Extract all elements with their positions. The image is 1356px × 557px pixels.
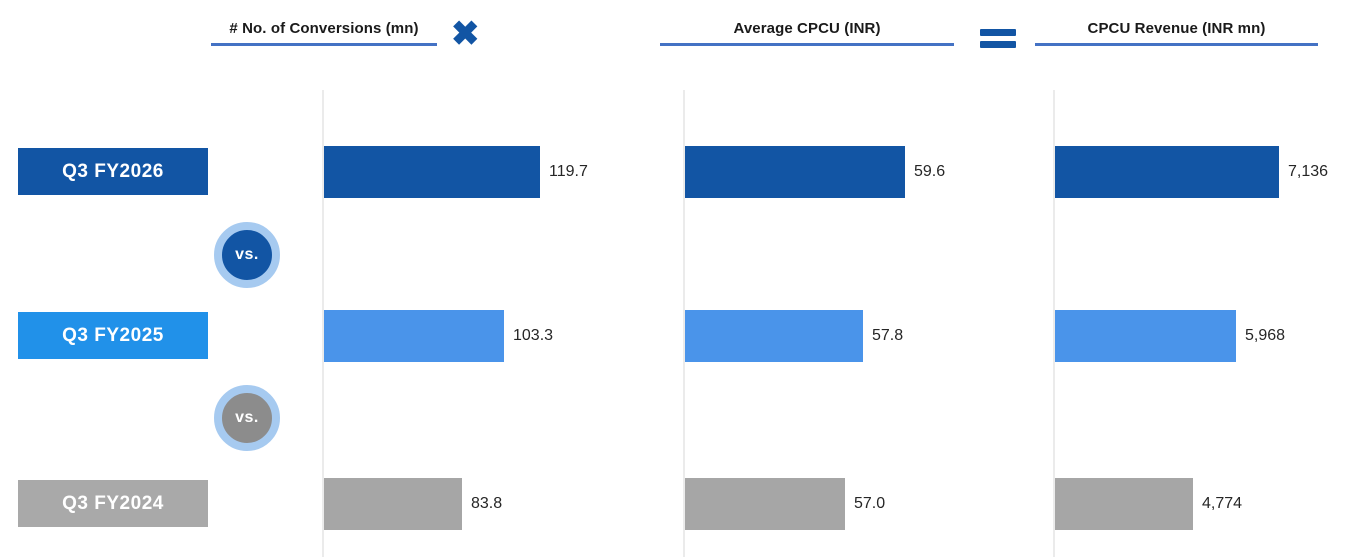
bar-q3-fy2024 <box>685 478 845 530</box>
bar-value-label: 7,136 <box>1288 163 1329 180</box>
row-label-q3-fy2026: Q3 FY2026 <box>18 148 208 195</box>
bar-row: 7,136 <box>1055 146 1354 198</box>
vs-badge-fy2026-fy2025: vs. <box>214 222 280 288</box>
bar-value-label: 57.8 <box>872 327 904 344</box>
bar-q3-fy2024 <box>324 478 462 530</box>
bar-row: 57.0 <box>685 478 1051 530</box>
row-label-q3-fy2024: Q3 FY2024 <box>18 480 208 527</box>
panel-title-average-cpcu: Average CPCU (INR) <box>660 20 954 46</box>
bar-q3-fy2025 <box>324 310 504 362</box>
row-label-q3-fy2025: Q3 FY2025 <box>18 312 208 359</box>
panel-title-cpcu-revenue: CPCU Revenue (INR mn) <box>1035 20 1318 46</box>
bar-value-label: 4,774 <box>1202 495 1243 512</box>
bar-row: 4,774 <box>1055 478 1354 530</box>
bar-value-label: 5,968 <box>1245 327 1286 344</box>
equals-bar-top <box>980 29 1016 36</box>
bar-row: 83.8 <box>324 478 681 530</box>
axis-line-average-cpcu <box>683 90 685 557</box>
multiply-icon: ✖ <box>451 15 480 53</box>
bar-value-label: 57.0 <box>854 495 886 512</box>
equals-icon <box>980 29 1016 48</box>
panel-title-conversions: # No. of Conversions (mn) <box>211 20 437 46</box>
bar-q3-fy2025 <box>1055 310 1236 362</box>
axis-line-conversions <box>322 90 324 557</box>
bar-row: 57.8 <box>685 310 1051 362</box>
bar-value-label: 103.3 <box>513 327 554 344</box>
bar-row: 103.3 <box>324 310 681 362</box>
bar-q3-fy2026 <box>685 146 905 198</box>
bar-row: 119.7 <box>324 146 681 198</box>
bar-q3-fy2026 <box>324 146 540 198</box>
bar-panel-conversions: 119.7 103.3 83.8 <box>324 90 681 557</box>
vs-badge-fy2025-fy2024: vs. <box>214 385 280 451</box>
axis-line-cpcu-revenue <box>1053 90 1055 557</box>
bar-row: 5,968 <box>1055 310 1354 362</box>
bar-panel-average-cpcu: 59.6 57.8 57.0 <box>685 90 1051 557</box>
bar-q3-fy2025 <box>685 310 863 362</box>
bar-value-label: 59.6 <box>914 163 946 180</box>
bar-q3-fy2024 <box>1055 478 1193 530</box>
bar-value-label: 83.8 <box>471 495 503 512</box>
bar-value-label: 119.7 <box>549 163 588 180</box>
bar-row: 59.6 <box>685 146 1051 198</box>
equals-bar-bottom <box>980 41 1016 48</box>
bar-q3-fy2026 <box>1055 146 1279 198</box>
bar-panel-cpcu-revenue: 7,136 5,968 4,774 <box>1055 90 1354 557</box>
